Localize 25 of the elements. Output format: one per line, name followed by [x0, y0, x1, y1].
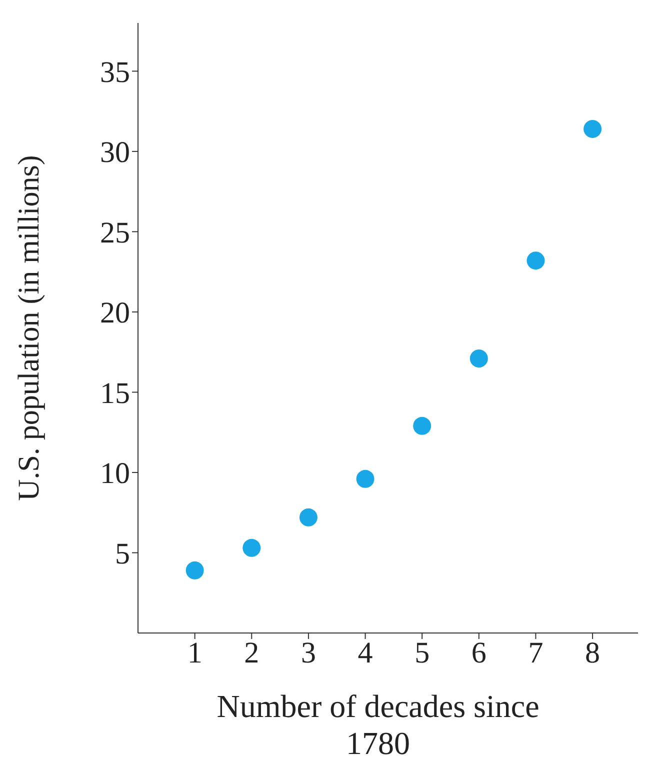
x-tick-label: 5: [414, 636, 430, 670]
x-tick-label: 7: [528, 636, 544, 670]
x-tick-label: 4: [358, 636, 373, 670]
y-tick-label: 10: [100, 457, 130, 490]
point: [186, 561, 204, 580]
y-tick-label: 15: [100, 376, 130, 410]
point: [242, 538, 261, 557]
x-tick-label: 6: [471, 636, 486, 670]
x-tick-label: 8: [585, 636, 600, 670]
point: [470, 350, 488, 368]
point: [299, 508, 318, 526]
x-axis-title: Number of decades since 1780: [216, 688, 540, 762]
y-tick-label: 5: [115, 537, 130, 570]
point: [526, 252, 545, 270]
y-axis-title: U.S. population (in millions): [12, 155, 46, 501]
y-tick-label: 30: [100, 136, 130, 170]
y-tick-label: 35: [100, 56, 130, 89]
x-tick-label: 2: [244, 636, 260, 670]
point: [413, 416, 432, 435]
point: [584, 120, 602, 138]
y-tick-label: 20: [100, 296, 130, 330]
x-tick-label: 3: [300, 636, 316, 670]
y-tick-label: 25: [100, 216, 130, 250]
point: [356, 470, 374, 488]
x-tick-label: 1: [187, 636, 202, 670]
